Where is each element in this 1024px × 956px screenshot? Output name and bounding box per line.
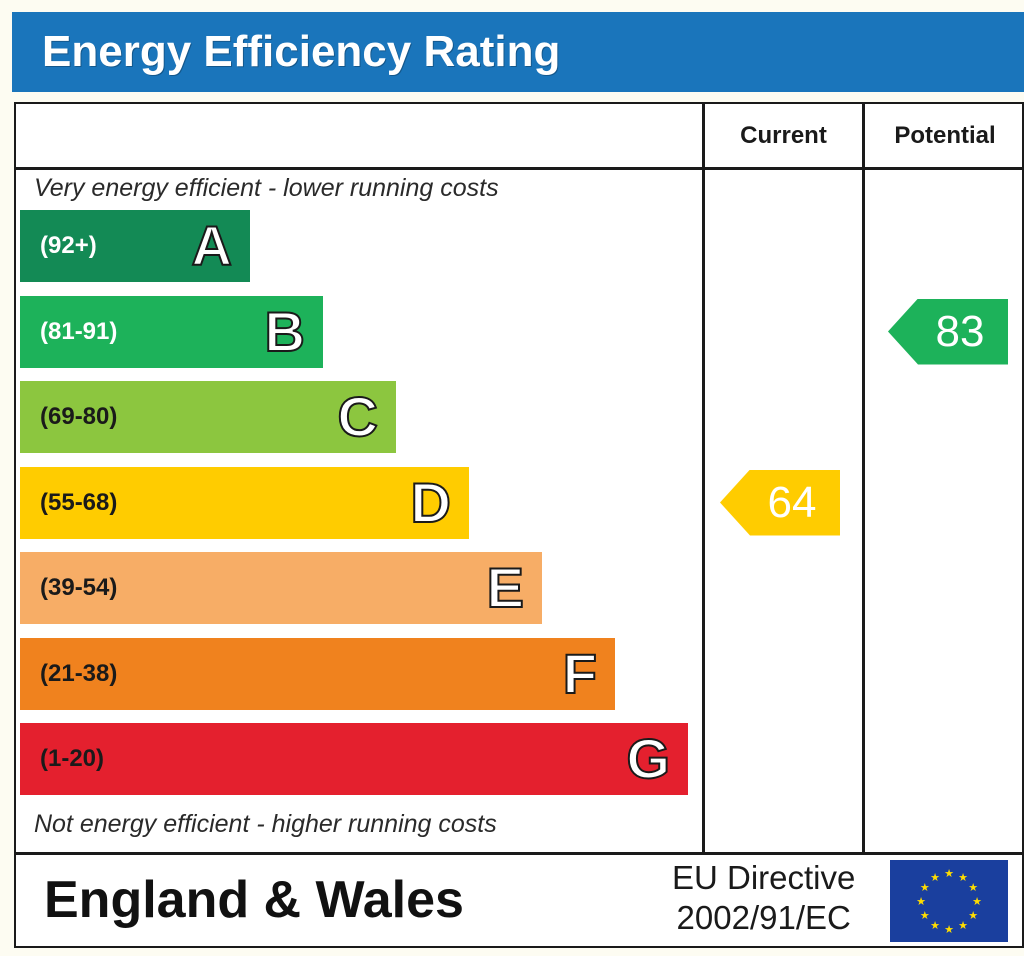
eu-flag-icon: ★ ★ ★ ★ ★ ★ ★ ★ ★ ★ ★ ★ <box>890 860 1008 942</box>
inefficient-note: Not energy efficient - higher running co… <box>34 810 497 838</box>
eu-star: ★ <box>968 909 978 922</box>
footer-divider <box>16 852 1024 855</box>
directive-line-2: 2002/91/EC <box>676 899 851 936</box>
column-divider-current <box>702 104 705 852</box>
band-range-label: (69-80) <box>40 403 118 430</box>
potential-column-header: Potential <box>894 122 996 149</box>
eu-star: ★ <box>930 871 940 884</box>
band-range-label: (21-38) <box>40 659 118 687</box>
band-c: (69-80) C <box>20 381 396 453</box>
band-letter: E <box>486 555 525 620</box>
current-rating-value: 64 <box>767 477 817 527</box>
eu-star: ★ <box>916 895 926 908</box>
eu-star: ★ <box>930 919 940 932</box>
current-rating-arrow: 64 <box>720 469 840 536</box>
region-label: England & Wales <box>44 871 464 929</box>
eu-star: ★ <box>920 909 930 922</box>
band-letter: B <box>264 299 306 364</box>
band-b: (81-91) B <box>20 295 323 368</box>
column-divider-potential <box>862 104 865 852</box>
band-letter: A <box>191 213 233 278</box>
page-title: Energy Efficiency Rating <box>42 27 561 76</box>
header-bar: Energy Efficiency Rating <box>12 12 1024 92</box>
potential-rating-arrow: 83 <box>888 298 1008 365</box>
band-letter: D <box>410 470 452 535</box>
band-d: (55-68) D <box>20 466 469 539</box>
band-range-label: (55-68) <box>40 488 118 516</box>
band-letter: C <box>337 384 379 449</box>
current-column-header: Current <box>740 122 827 149</box>
band-range-label: (92+) <box>40 232 97 259</box>
efficient-note: Very energy efficient - lower running co… <box>34 174 499 202</box>
band-letter: G <box>625 726 671 791</box>
eu-directive: EU Directive 2002/91/EC <box>672 858 855 938</box>
eu-star: ★ <box>958 919 968 932</box>
band-g: (1-20) G <box>20 723 688 795</box>
band-range-label: (1-20) <box>40 745 105 772</box>
band-range-label: (39-54) <box>40 574 118 601</box>
eu-star: ★ <box>920 881 930 894</box>
potential-rating-value: 83 <box>935 306 985 356</box>
band-e: (39-54) E <box>20 552 542 624</box>
band-letter: F <box>562 641 598 706</box>
eu-star: ★ <box>972 895 982 908</box>
eu-star: ★ <box>944 923 954 936</box>
band-f: (21-38) F <box>20 637 615 710</box>
band-range-label: (81-91) <box>40 317 118 345</box>
rating-panel: Current Potential Very energy efficient … <box>14 102 1024 948</box>
eu-star: ★ <box>944 867 954 880</box>
eu-stars-ring: ★ ★★★★★★★★★★★ <box>916 867 982 936</box>
header-divider <box>16 167 1024 170</box>
eu-star: ★ <box>958 871 968 884</box>
band-a: (92+) A <box>20 210 250 282</box>
eu-star: ★ <box>968 881 978 894</box>
directive-line-1: EU Directive <box>672 859 856 896</box>
